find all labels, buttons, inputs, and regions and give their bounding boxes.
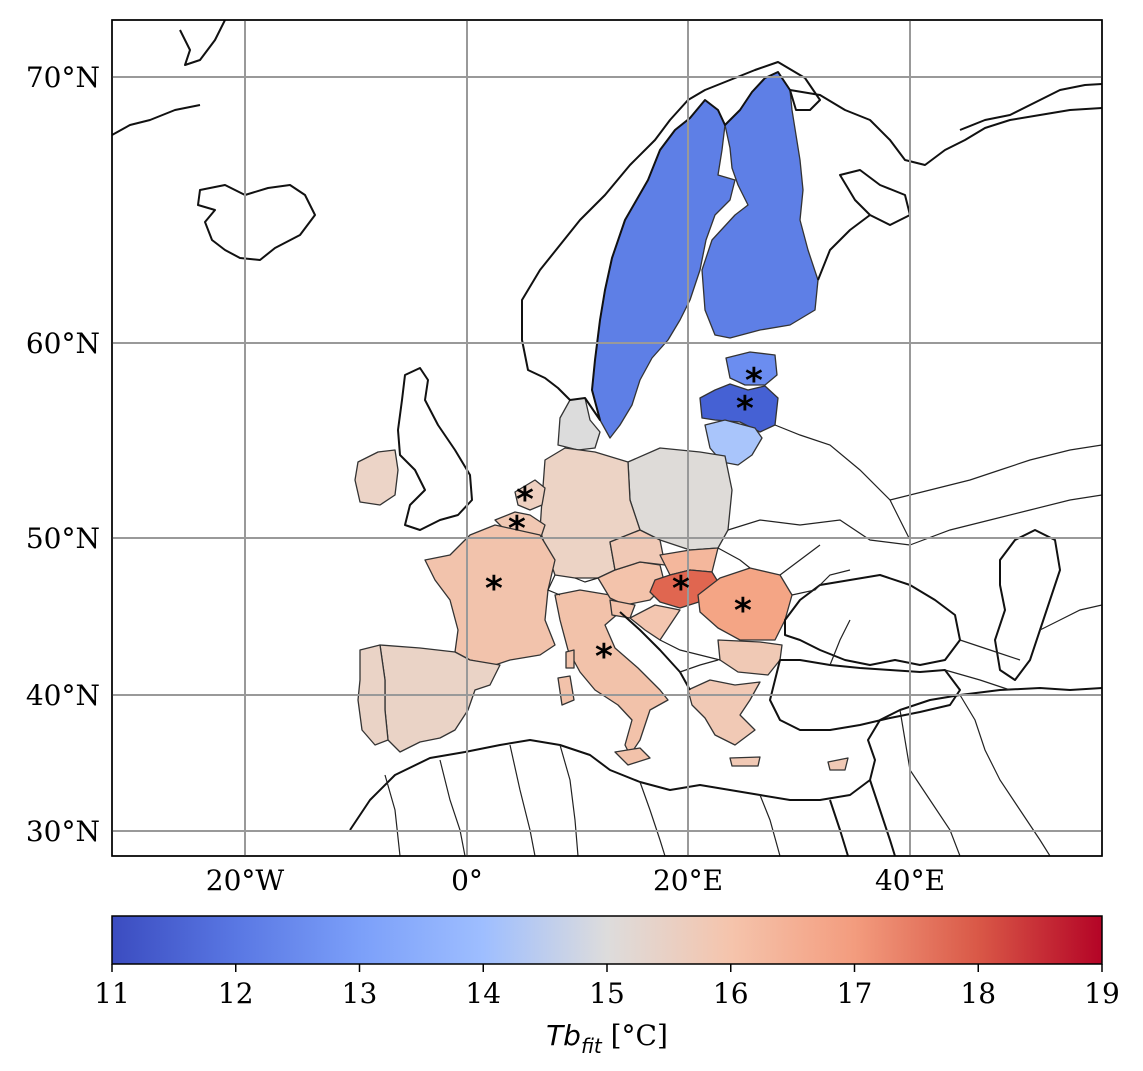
colorbar-label-main: Tb xyxy=(546,1019,581,1052)
coast-adriatic xyxy=(619,611,691,691)
marker-estonia: * xyxy=(745,361,763,401)
lat-label-30n: 30°N xyxy=(26,815,100,848)
coast-caspian xyxy=(994,529,1061,681)
island-crete xyxy=(729,756,761,767)
borders xyxy=(384,424,1102,856)
coast-iceland xyxy=(197,184,316,261)
colorbar-tick-label: 11 xyxy=(94,977,130,1010)
colorbar: 11 12 13 14 15 16 17 18 19 Tbfit [°C] xyxy=(94,915,1120,1058)
lat-label-60n: 60°N xyxy=(26,327,100,360)
region-denmark xyxy=(557,397,601,451)
colorbar-label-sub: fit xyxy=(581,1034,603,1058)
region-croatia xyxy=(629,604,681,641)
colorbar-tick-label: 19 xyxy=(1084,977,1120,1010)
lon-label-0: 0° xyxy=(451,864,483,897)
coast-greenland-edge xyxy=(112,104,201,136)
coast-white-sea xyxy=(817,214,871,281)
latitude-labels: 70°N 60°N 50°N 40°N 30°N xyxy=(26,61,100,848)
marker-hungary: * xyxy=(672,569,690,609)
colorbar-tick-label: 18 xyxy=(960,977,996,1010)
colorbar-ticks xyxy=(111,964,1103,972)
marker-romania: * xyxy=(734,591,752,631)
map-frame xyxy=(111,19,1103,857)
marker-netherlands: * xyxy=(516,480,534,520)
coast-black-sea xyxy=(784,574,961,666)
longitude-labels: 20°W 0° 20°E 40°E xyxy=(206,864,945,897)
region-lithuania xyxy=(704,419,763,466)
marker-belgium: * xyxy=(508,509,526,549)
colorbar-tick-label: 13 xyxy=(342,977,378,1010)
region-netherlands xyxy=(514,479,546,511)
coast-svalbard xyxy=(179,20,226,66)
colorbar-tick-label: 12 xyxy=(218,977,254,1010)
island-corsica xyxy=(565,649,575,669)
lon-label-40e: 40°E xyxy=(875,864,945,897)
significance-markers: * * * * * * * * xyxy=(485,361,763,677)
gridlines xyxy=(112,20,1102,856)
region-latvia xyxy=(699,383,779,433)
lon-label-20w: 20°W xyxy=(206,864,285,897)
island-sicily xyxy=(614,747,651,766)
colorbar-label: Tbfit [°C] xyxy=(546,1019,668,1058)
coast-russia-north xyxy=(789,89,1102,166)
marker-france: * xyxy=(485,569,503,609)
colorbar-tick-label: 15 xyxy=(589,977,625,1010)
coastlines xyxy=(112,20,1102,856)
coast-arabia xyxy=(869,779,896,856)
region-greece xyxy=(687,679,761,746)
region-bulgaria xyxy=(717,639,783,676)
colorbar-label-unit: [°C] xyxy=(602,1019,668,1052)
marker-italy: * xyxy=(595,637,613,677)
coast-britain xyxy=(397,367,473,531)
lat-label-40n: 40°N xyxy=(26,679,100,712)
lat-label-50n: 50°N xyxy=(26,522,100,555)
island-cyprus xyxy=(827,757,849,771)
coast-turkey xyxy=(769,659,961,731)
region-estonia xyxy=(725,351,778,386)
colorbar-tick-label: 16 xyxy=(713,977,749,1010)
country-fills xyxy=(354,71,849,771)
coast-nz xyxy=(959,83,1102,131)
colorbar-tick-label: 14 xyxy=(465,977,501,1010)
lon-label-20e: 20°E xyxy=(653,864,723,897)
lat-label-70n: 70°N xyxy=(26,61,100,94)
region-france xyxy=(424,524,556,666)
colorbar-tick-label: 17 xyxy=(837,977,873,1010)
coast-norway xyxy=(521,61,821,421)
marker-latvia: * xyxy=(736,389,754,429)
region-ireland xyxy=(354,449,399,506)
colorbar-gradient xyxy=(111,915,1103,965)
colorbar-tick-labels: 11 12 13 14 15 16 17 18 19 xyxy=(94,977,1120,1010)
